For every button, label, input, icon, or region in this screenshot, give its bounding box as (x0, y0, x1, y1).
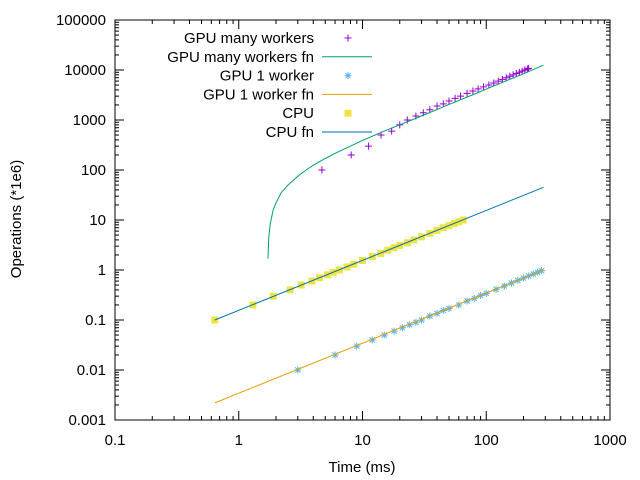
x-tick-label: 10 (354, 432, 371, 449)
data-point (294, 366, 302, 374)
data-point (509, 71, 517, 79)
data-point (479, 83, 487, 91)
plot-frame (114, 19, 611, 421)
series-line (214, 269, 544, 404)
data-point (457, 92, 465, 100)
data-point (347, 151, 355, 159)
data-point (406, 321, 414, 329)
data-point (318, 166, 326, 174)
series-cpu-fn (214, 186, 544, 321)
data-point (365, 142, 373, 150)
x-tick-label: 1 (235, 432, 243, 449)
series-gpu-many-workers (318, 64, 533, 174)
data-point (380, 331, 388, 339)
y-axis-label: Operations (*1e6) (8, 160, 25, 278)
data-point (463, 89, 471, 97)
y-tick-label: 1000 (73, 112, 106, 129)
data-point (451, 94, 459, 102)
x-axis-label: Time (ms) (329, 459, 396, 476)
legend-label: GPU 1 worker fn (203, 86, 314, 103)
data-point (398, 324, 406, 332)
y-tick-label: 100 (81, 162, 106, 179)
legend-label: CPU fn (266, 124, 314, 141)
series-line (214, 186, 544, 321)
legend-marker-sample (344, 109, 352, 117)
data-point (523, 65, 531, 73)
x-tick-label: 100 (474, 432, 499, 449)
y-tick-label: 0.01 (77, 362, 106, 379)
data-point (368, 336, 376, 344)
data-point (502, 74, 510, 82)
data-point (490, 79, 498, 87)
y-tick-label: 100000 (56, 12, 106, 29)
data-point (455, 301, 463, 309)
legend-label: GPU 1 worker (220, 68, 314, 85)
data-point (498, 75, 506, 83)
data-point (506, 72, 514, 80)
data-point (445, 97, 453, 105)
y-tick-label: 10000 (64, 62, 106, 79)
x-tick-label: 0.1 (105, 432, 126, 449)
data-point (403, 116, 411, 124)
y-tick-label: 10 (89, 212, 106, 229)
data-point (485, 81, 493, 89)
data-point (469, 87, 477, 95)
data-point (474, 85, 482, 93)
series-gpu-1-worker-fn (214, 269, 544, 404)
data-point (525, 64, 533, 72)
data-point (388, 127, 396, 135)
legend: GPU many workers GPU many workers fn GPU 1… (167, 30, 372, 141)
legend-marker-sample (344, 34, 352, 42)
data-point (353, 342, 361, 350)
data-point (331, 351, 339, 359)
legend-label: GPU many workers (184, 30, 314, 47)
data-point (418, 316, 426, 324)
data-point (433, 102, 441, 110)
y-tick-label: 0.1 (85, 312, 106, 329)
legend-label: GPU many workers fn (167, 49, 314, 66)
series-line (267, 64, 544, 259)
legend-marker-sample (344, 72, 352, 80)
data-point (390, 327, 398, 335)
series-gpu-many-workers-fn (267, 64, 544, 259)
y-tick-label: 0.001 (68, 412, 106, 429)
data-point (211, 316, 219, 324)
data-point (439, 100, 447, 108)
y-tick-label: 1 (98, 262, 106, 279)
data-point (512, 70, 520, 78)
data-point (412, 318, 420, 326)
data-point (494, 77, 502, 85)
x-tick-label: 1000 (593, 432, 626, 449)
legend-label: CPU (282, 105, 314, 122)
